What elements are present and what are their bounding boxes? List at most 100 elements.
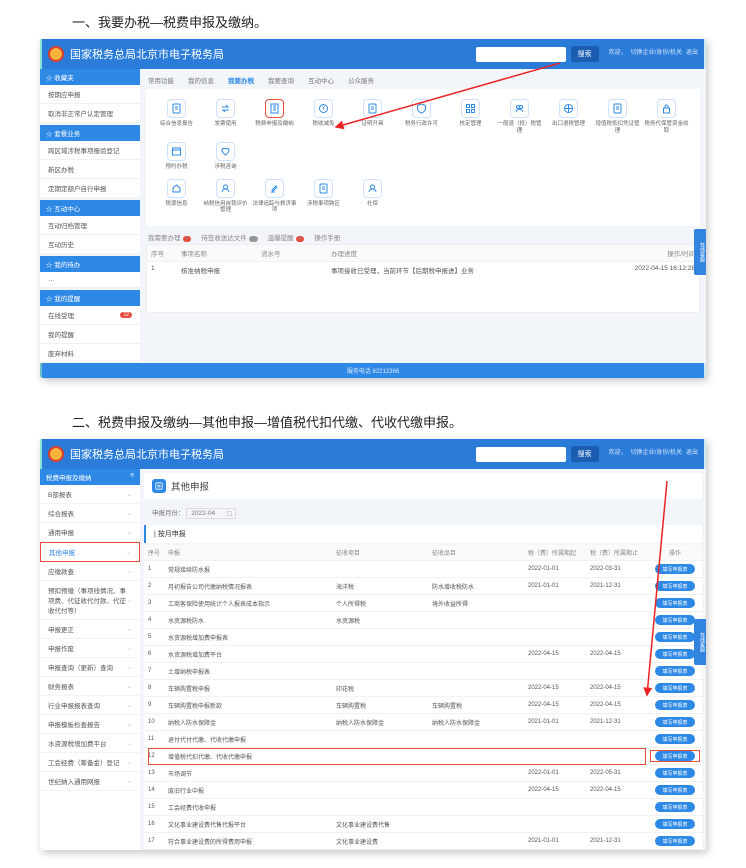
period-picker[interactable]: 2022-04 ☐ [186, 508, 236, 519]
service-tile[interactable]: 涉税事项跨区 [299, 179, 348, 214]
chevron-down-icon: ⌄ [127, 721, 132, 728]
mid-tab[interactable]: 温馨提醒4 [268, 232, 305, 242]
declare-table: 序号 申报 征收项目 征收品目 税（费）所属期起 税（费）所属期止 操作 1常规… [144, 545, 702, 850]
sidebar-item[interactable]: 通用申报⌄ [40, 523, 140, 542]
sidebar-item[interactable]: 定期定额户自行申报 [40, 179, 140, 198]
service-tile[interactable]: 涉税咨询 [201, 142, 250, 171]
fill-button[interactable]: 填写申报表 [655, 785, 694, 795]
service-tile[interactable]: 纳税信用自我评价管理 [201, 179, 250, 214]
fill-button[interactable]: 填写申报表 [655, 649, 694, 659]
sidebar-item[interactable]: 废弃材料 [40, 344, 140, 363]
swap-icon [216, 99, 235, 118]
service-tile[interactable]: 一般退（抵）税管理 [495, 99, 544, 134]
globe-icon [559, 99, 578, 118]
menu-icon[interactable]: ≡ [130, 472, 134, 482]
fill-button[interactable]: 填写申报表 [655, 615, 694, 625]
sidebar-item[interactable]: 申报查询（更新）查询⌄ [40, 658, 140, 677]
sidebar-item[interactable]: … [40, 272, 140, 288]
sidebar-item[interactable]: 世纪纳入通用网报⌄ [40, 772, 140, 791]
fill-button[interactable]: 填写申报表 [655, 734, 694, 744]
sidebar-item[interactable]: 申报更正⌄ [40, 620, 140, 639]
fill-button[interactable]: 填写申报表 [655, 802, 694, 812]
tab[interactable]: 我的信息 [188, 75, 214, 85]
tab-active[interactable]: 我要办税 [228, 75, 254, 85]
sidebar-item[interactable]: 新区办税 [40, 160, 140, 179]
service-tile[interactable]: 税费申报及缴纳 [250, 99, 299, 134]
th: 征收项目 [336, 548, 432, 557]
mid-tabs: 我需要办理4 待签收送达文件0 温馨提醒4 操作手册 [148, 232, 700, 242]
sidebar-item[interactable]: 行业申报报表查询⌄ [40, 696, 140, 715]
fill-button[interactable]: 填写申报表 [655, 700, 694, 710]
service-tile[interactable]: 税务代保管资金收取 [642, 99, 691, 134]
table-row: 5水资源税增加费申报表填写申报表 [144, 629, 702, 646]
service-label: 税费申报及缴纳 [255, 121, 294, 128]
sidebar-item[interactable]: 其他申报⌄ [40, 542, 140, 562]
sidebar-item[interactable]: 互动归档管理 [40, 216, 140, 235]
service-tile[interactable]: 税务行政许可 [397, 99, 446, 134]
service-tile[interactable]: 增值税抵扣凭证管理 [593, 99, 642, 134]
service-tile[interactable]: 出口退税管理 [544, 99, 593, 134]
service-tile[interactable]: 证明开具 [348, 99, 397, 134]
banner-logout[interactable]: 退出 [686, 450, 698, 457]
banner-search-button[interactable]: 搜索 [571, 446, 599, 462]
sidebar-item[interactable]: B部报表⌄ [40, 485, 140, 504]
tab[interactable]: 常用功能 [148, 75, 174, 85]
step2-heading: 二、税费申报及缴纳—其他申报—增值税代扣代缴、代收代缴申报。 [0, 390, 746, 439]
fill-button[interactable]: 填写申报表 [655, 768, 694, 778]
service-tile[interactable]: 税源信息 [152, 179, 201, 214]
fill-button[interactable]: 填写申报表 [655, 564, 694, 574]
table-row: 3工商客保险使用统计个人报表成本指示个人所得税境外收益所得填写申报表 [144, 595, 702, 612]
fill-button[interactable]: 填写申报表 [655, 632, 694, 642]
fill-button[interactable]: 填写申报表 [655, 683, 694, 693]
banner-switch-link[interactable]: 切换企业/身份/机关 [631, 50, 682, 57]
service-tile[interactable]: 法律追踪与救济事项 [250, 179, 299, 214]
banner-search-button[interactable]: 搜索 [571, 46, 599, 62]
sidebar-item[interactable]: 在线受理12 [40, 306, 140, 325]
fill-button[interactable]: 填写申报表 [655, 836, 694, 846]
sidebar-item[interactable]: 按期应申报 [40, 85, 140, 104]
sidebar-item[interactable]: 申报模板检查报告⌄ [40, 715, 140, 734]
sidebar-item[interactable]: 财务报表⌄ [40, 677, 140, 696]
service-label: 涉税事项跨区 [307, 201, 340, 208]
fill-button[interactable]: 填写申报表 [655, 581, 694, 591]
service-tile[interactable]: 综合信息报告 [152, 99, 201, 134]
service-tile[interactable]: ¥税收减免 [299, 99, 348, 134]
sidebar-item[interactable]: 预扣预缴（事项线情况、事项费、代征收代付款、代征收代付等）⌄ [40, 581, 140, 620]
tab[interactable]: 互动中心 [308, 75, 334, 85]
table-row[interactable]: 1 核准纳税申报 事项接收已受理，当前环节【后期税申报进】业务 2022-04-… [147, 261, 699, 278]
sidebar-item[interactable]: 我的提醒 [40, 325, 140, 344]
banner-switch-link[interactable]: 切换企业/身份/机关 [631, 450, 682, 457]
service-label: 预约办税 [165, 164, 187, 171]
service-tile[interactable]: 发票使用 [201, 99, 250, 134]
float-help-icon[interactable]: 在线客服 [694, 619, 706, 665]
float-help-icon[interactable]: 在线客服 [694, 229, 706, 275]
sidebar-item[interactable]: 取消非正常户认定管理 [40, 104, 140, 123]
tab[interactable]: 我要查询 [268, 75, 294, 85]
mid-tab[interactable]: 我需要办理4 [148, 232, 191, 242]
sidebar-item[interactable]: 申报作废⌄ [40, 639, 140, 658]
chevron-down-icon: ⌄ [127, 683, 132, 690]
fill-button[interactable]: 填写申报表 [655, 717, 694, 727]
fill-button[interactable]: 填写申报表 [655, 666, 694, 676]
section-header: | 按月申报 [144, 525, 702, 543]
service-tile[interactable]: 核定管理 [446, 99, 495, 134]
mid-tab[interactable]: 待签收送达文件0 [201, 232, 257, 242]
fill-button[interactable]: 填写申报表 [655, 751, 694, 761]
sidebar-item[interactable]: 水资源税增加费平台⌄ [40, 734, 140, 753]
banner-logout[interactable]: 退出 [686, 50, 698, 57]
sidebar-item[interactable]: 综合报表⌄ [40, 504, 140, 523]
service-label: 增值税抵扣凭证管理 [595, 121, 640, 134]
sidebar-item[interactable]: 跨区域涉税事项报验登记 [40, 141, 140, 160]
fill-button[interactable]: 填写申报表 [655, 819, 694, 829]
tab[interactable]: 公众服务 [348, 75, 374, 85]
count-badge: 0 [249, 236, 258, 242]
sidebar-item[interactable]: 应缴款查⌄ [40, 562, 140, 581]
service-tile[interactable]: 社保 [348, 179, 397, 214]
banner-search-input[interactable] [476, 447, 566, 462]
banner-search-input[interactable] [476, 47, 566, 62]
main-panel: 常用功能 我的信息 我要办税 我要查询 互动中心 公众服务 综合信息报告发票使用… [140, 69, 706, 363]
service-tile[interactable]: 预约办税 [152, 142, 201, 171]
fill-button[interactable]: 填写申报表 [655, 598, 694, 608]
mid-tab[interactable]: 操作手册 [314, 232, 340, 242]
sidebar-item[interactable]: 互动历史 [40, 235, 140, 254]
